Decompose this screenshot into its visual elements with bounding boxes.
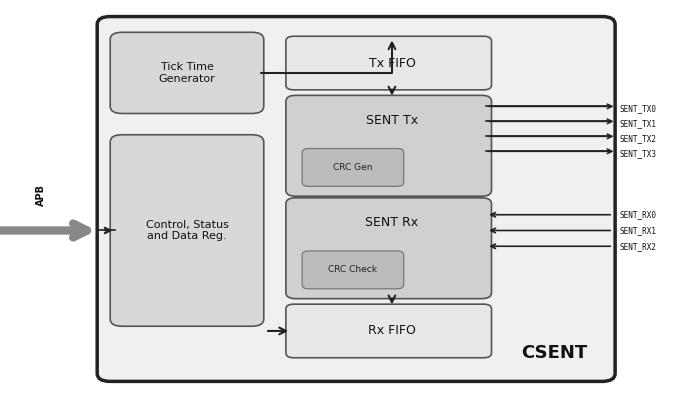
- FancyBboxPatch shape: [110, 32, 264, 113]
- Text: SENT_RX1: SENT_RX1: [620, 226, 656, 235]
- Text: Control, Status
and Data Reg.: Control, Status and Data Reg.: [146, 220, 228, 241]
- Text: Tx FIFO: Tx FIFO: [369, 57, 416, 69]
- Text: SENT_RX2: SENT_RX2: [620, 242, 656, 251]
- Text: SENT_TX1: SENT_TX1: [620, 119, 656, 128]
- Text: SENT_TX0: SENT_TX0: [620, 104, 656, 113]
- FancyBboxPatch shape: [97, 17, 615, 381]
- Text: Tick Time
Generator: Tick Time Generator: [159, 62, 215, 84]
- Text: APB: APB: [36, 184, 45, 206]
- Text: SENT_TX2: SENT_TX2: [620, 134, 656, 143]
- Text: SENT_RX0: SENT_RX0: [620, 210, 656, 219]
- FancyBboxPatch shape: [286, 304, 491, 358]
- Text: CRC Gen: CRC Gen: [333, 163, 373, 172]
- FancyBboxPatch shape: [302, 251, 404, 289]
- Text: CRC Check: CRC Check: [328, 266, 378, 274]
- FancyBboxPatch shape: [302, 149, 404, 186]
- Text: Rx FIFO: Rx FIFO: [368, 325, 416, 337]
- Text: CSENT: CSENT: [521, 344, 587, 362]
- Text: SENT_TX3: SENT_TX3: [620, 149, 656, 158]
- FancyBboxPatch shape: [286, 198, 491, 299]
- FancyBboxPatch shape: [286, 36, 491, 90]
- Text: SENT Rx: SENT Rx: [365, 216, 418, 229]
- Text: SENT Tx: SENT Tx: [366, 114, 418, 126]
- FancyBboxPatch shape: [110, 135, 264, 326]
- FancyBboxPatch shape: [286, 95, 491, 196]
